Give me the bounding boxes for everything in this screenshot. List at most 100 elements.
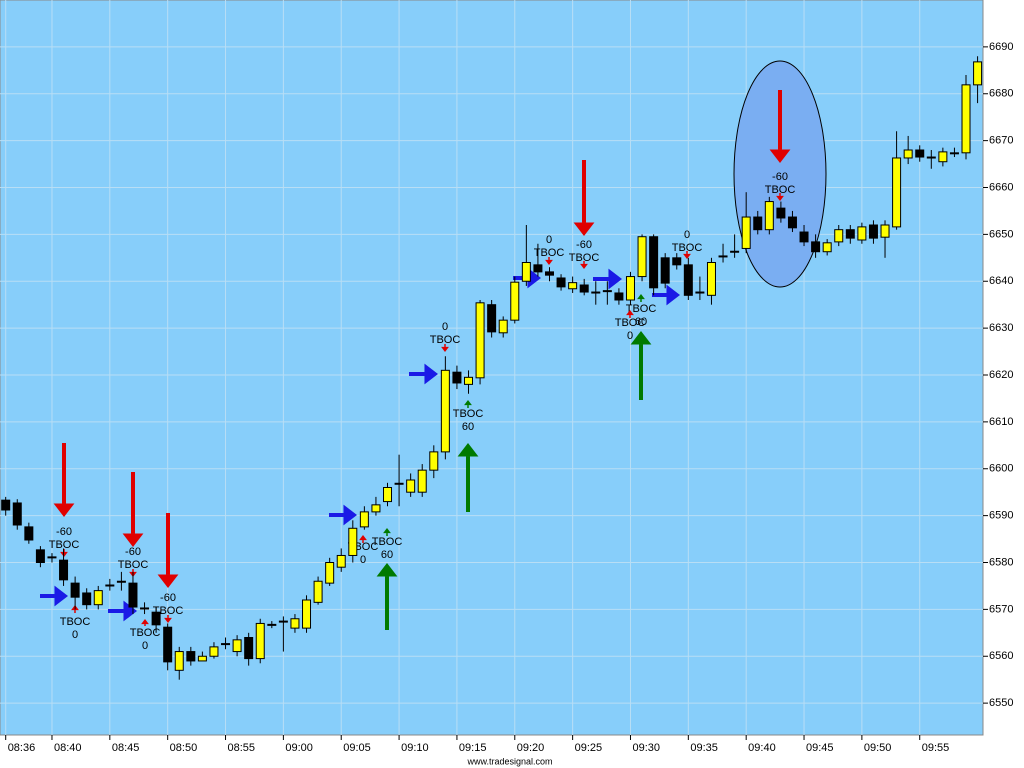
x-tick-label: 09:40 bbox=[748, 742, 776, 754]
annotation-label: -60 bbox=[56, 526, 72, 538]
candle-body bbox=[834, 229, 844, 243]
candle-body bbox=[903, 149, 913, 159]
signal-arrow-head bbox=[359, 535, 367, 541]
signal-arrow-head bbox=[637, 294, 645, 300]
signal-arrow-head bbox=[580, 263, 588, 269]
candle-body bbox=[602, 290, 612, 293]
candle-body bbox=[961, 84, 971, 154]
footer: www.tradesignal.com bbox=[466, 756, 552, 766]
candle-body bbox=[244, 637, 254, 660]
annotation-label: TBOC bbox=[672, 242, 703, 254]
candle-body bbox=[487, 304, 497, 333]
candle-body bbox=[949, 152, 959, 155]
candle-body bbox=[857, 226, 867, 241]
annotation-label: TBOC bbox=[453, 408, 484, 420]
signal-arrow-head bbox=[383, 528, 391, 534]
candle-body bbox=[359, 511, 369, 528]
candle-body bbox=[776, 207, 786, 219]
candle-body bbox=[706, 262, 716, 296]
signal-arrow-head bbox=[626, 310, 634, 316]
x-tick-label: 09:50 bbox=[864, 742, 892, 754]
y-tick-label: 6660 bbox=[989, 181, 1013, 193]
x-tick-label: 09:20 bbox=[517, 742, 545, 754]
candle-body bbox=[625, 276, 635, 301]
candle-body bbox=[544, 271, 554, 276]
signal-arrow-head bbox=[457, 443, 479, 457]
candle-body bbox=[683, 264, 693, 296]
y-tick-label: 6680 bbox=[989, 88, 1013, 100]
y-tick-label: 6670 bbox=[989, 135, 1013, 147]
y-tick-label: 6650 bbox=[989, 228, 1013, 240]
candle-body bbox=[221, 643, 231, 646]
candle-body bbox=[128, 582, 138, 608]
signal-arrow-head bbox=[343, 504, 357, 526]
candle-body bbox=[1, 499, 11, 511]
x-tick-label: 08:50 bbox=[170, 742, 198, 754]
y-tick-label: 6640 bbox=[989, 275, 1013, 287]
candle-body bbox=[394, 482, 404, 485]
candle-body bbox=[174, 651, 184, 671]
y-tick-label: 6590 bbox=[989, 510, 1013, 522]
candle-body bbox=[637, 236, 647, 278]
candle-body bbox=[973, 61, 983, 86]
signal-arrow-head bbox=[376, 563, 398, 577]
candle-body bbox=[464, 376, 473, 385]
signal-arrow-head bbox=[424, 363, 438, 385]
x-tick-label: 09:25 bbox=[575, 742, 603, 754]
candle-body bbox=[24, 526, 34, 541]
annotation-label: TBOC bbox=[626, 303, 657, 315]
candle-body bbox=[313, 580, 323, 603]
candle-body bbox=[926, 156, 936, 159]
annotation-label: -60 bbox=[576, 239, 592, 251]
annotation-label: TBOC bbox=[130, 627, 161, 639]
candle-body bbox=[232, 639, 242, 653]
annotation-label: TBOC bbox=[615, 317, 646, 329]
candle-body bbox=[498, 319, 508, 334]
candle-body bbox=[440, 369, 450, 453]
signal-arrow-head bbox=[683, 253, 691, 259]
candle-body bbox=[151, 611, 161, 626]
signal-arrow-head bbox=[141, 619, 149, 625]
candle-body bbox=[12, 502, 22, 526]
candle-body bbox=[741, 216, 751, 249]
signal-arrow-head bbox=[545, 259, 553, 265]
candle-body bbox=[695, 291, 705, 294]
candle-body bbox=[59, 559, 69, 581]
annotation-label: 0 bbox=[627, 330, 633, 342]
candle-body bbox=[140, 607, 150, 610]
candle-body bbox=[521, 262, 531, 282]
annotation-label: -60 bbox=[772, 171, 788, 183]
annotation-label: TBOC bbox=[765, 184, 796, 196]
candle-body bbox=[186, 651, 196, 662]
candle-body bbox=[417, 469, 427, 493]
annotation-label: 0 bbox=[684, 229, 690, 241]
x-tick-label: 08:45 bbox=[112, 742, 140, 754]
candle-body bbox=[556, 277, 566, 288]
candle-body bbox=[336, 554, 346, 568]
signal-arrow-head bbox=[53, 503, 75, 517]
candle-body bbox=[660, 257, 670, 284]
candle-body bbox=[938, 151, 948, 163]
x-tick-label: 09:55 bbox=[922, 742, 950, 754]
candle-body bbox=[290, 618, 300, 629]
candle-body bbox=[649, 236, 659, 289]
annotation-label: 0 bbox=[360, 554, 366, 566]
annotation-label: TBOC bbox=[60, 616, 91, 628]
annotation-label: 0 bbox=[442, 321, 448, 333]
candle-body bbox=[672, 257, 682, 266]
signal-arrow-head bbox=[157, 574, 179, 588]
candle-body bbox=[591, 291, 601, 294]
candle-body bbox=[197, 655, 207, 662]
candle-body bbox=[278, 620, 288, 623]
x-tick-label: 08:40 bbox=[54, 742, 82, 754]
annotation-label: -60 bbox=[125, 546, 141, 558]
annotation-label: TBOC bbox=[534, 247, 565, 259]
candle-body bbox=[255, 622, 265, 660]
x-tick-label: 09:00 bbox=[285, 742, 313, 754]
candle-body bbox=[348, 527, 358, 556]
candle-body bbox=[383, 487, 393, 503]
candle-body bbox=[845, 229, 855, 239]
candle-body bbox=[371, 504, 381, 513]
y-tick-label: 6600 bbox=[989, 463, 1013, 475]
